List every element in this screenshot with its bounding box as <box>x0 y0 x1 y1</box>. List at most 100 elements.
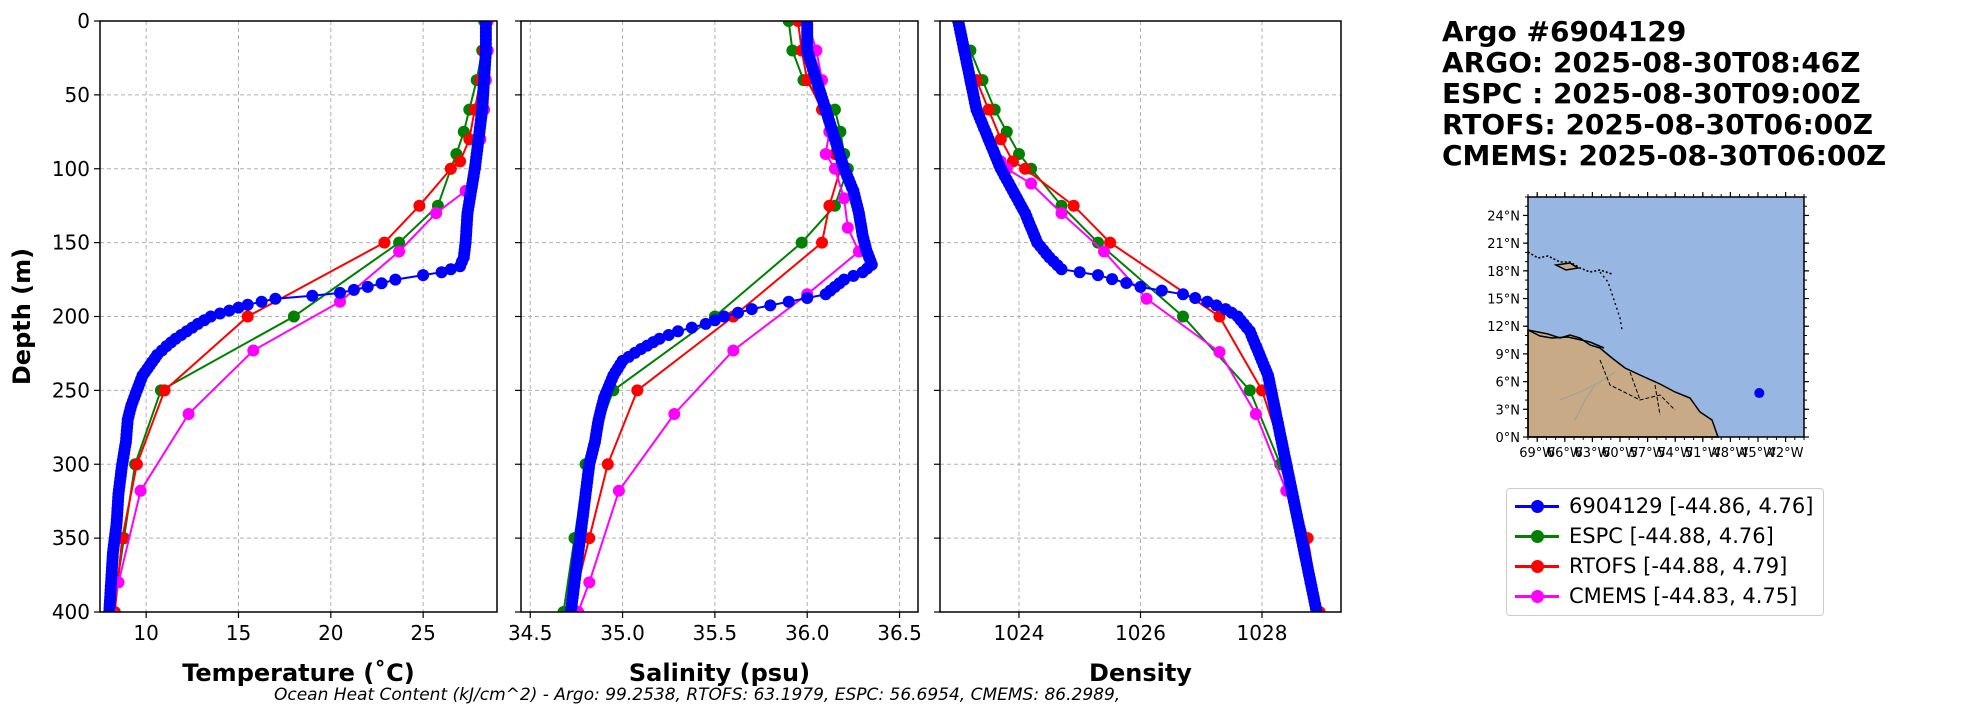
map-lon-label: 69°W <box>1519 446 1555 461</box>
temperature-xtick-label: 20 <box>318 621 343 645</box>
map-antilles <box>1599 271 1623 331</box>
salinity-point-6904129 <box>708 314 721 327</box>
salinity-panel: 34.5 35.0 35.5 36.0 36.5 Salinity (psu) <box>508 20 922 687</box>
density-point-cmems <box>1249 408 1262 420</box>
depth-ytick-label: 150 <box>52 231 90 255</box>
depth-ytick-label: 300 <box>52 452 90 476</box>
density-point-6904129 <box>1073 266 1086 279</box>
info-argo-time: ARGO: 2025-08-30T08:46Z <box>1442 46 1861 79</box>
density-point-rtofs <box>982 103 995 116</box>
map-river-lines <box>1559 371 1616 421</box>
temperature-point-6904129 <box>347 283 360 296</box>
info-argo-id: Argo #6904129 <box>1442 15 1687 48</box>
legend-marker-rtofs <box>1515 551 1559 581</box>
salinity-xtick-label: 34.5 <box>508 621 553 645</box>
salinity-xtick-label: 36.5 <box>877 621 922 645</box>
temperature-xlabel: Temperature (˚C) <box>182 659 415 687</box>
temperature-point-cmems <box>334 295 346 308</box>
salinity-point-rtofs <box>792 21 804 27</box>
temperature-point-rtofs <box>241 310 254 323</box>
info-espc-time: ESPC : 2025-08-30T09:00Z <box>1442 77 1861 110</box>
map-lat-label: 12°N <box>1487 320 1520 335</box>
depth-ytick-label: 400 <box>52 600 90 624</box>
temperature-xtick-label: 25 <box>410 621 435 645</box>
salinity-point-6904129 <box>856 266 869 279</box>
map-lat-label: 15°N <box>1487 293 1520 308</box>
density-point-rtofs <box>994 133 1007 146</box>
depth-ytick-label: 0 <box>77 9 90 33</box>
salinity-point-cmems <box>612 484 625 497</box>
salinity-point-cmems <box>838 192 851 205</box>
density-point-6904129 <box>1106 273 1119 286</box>
density-series-6904129 <box>952 21 1323 612</box>
map-lon-label: 51°W <box>1685 446 1721 461</box>
temperature-point-6904129 <box>334 286 346 299</box>
salinity-xtick-label: 35.0 <box>600 621 645 645</box>
map-lon-label: 63°W <box>1574 446 1610 461</box>
map-lon-label: 66°W <box>1547 446 1583 461</box>
salinity-xlabel: Salinity (psu) <box>629 659 810 687</box>
temperature-point-rtofs <box>130 458 143 471</box>
map-border-lines <box>1599 359 1676 416</box>
map-lon-label: 48°W <box>1712 446 1748 461</box>
temperature-point-espc <box>393 236 406 249</box>
legend-item-argo: 6904129 [-44.86, 4.76] <box>1515 491 1813 521</box>
legend-label-cmems: CMEMS [-44.83, 4.75] <box>1569 584 1798 608</box>
temperature-series-6904129 <box>103 21 492 612</box>
depth-ylabel: Depth (m) <box>8 248 36 385</box>
salinity-point-cmems <box>727 344 740 357</box>
density-point-6904129 <box>1055 263 1068 276</box>
temperature-point-rtofs <box>413 199 426 212</box>
density-point-6904129 <box>1177 288 1189 301</box>
temperature-point-rtofs <box>454 155 467 168</box>
map-lon-label: 54°W <box>1657 446 1693 461</box>
salinity-point-6904129 <box>699 317 712 330</box>
temperature-point-cmems <box>430 207 443 220</box>
density-xlabel: Density <box>1089 659 1192 687</box>
density-xtick-label: 1024 <box>994 621 1045 645</box>
legend: 6904129 [-44.86, 4.76] ESPC [-44.88, 4.7… <box>1506 488 1824 616</box>
argo-float-marker <box>1754 388 1765 399</box>
density-point-6904129 <box>1155 284 1168 297</box>
salinity-point-6904129 <box>782 295 795 308</box>
temperature-point-cmems <box>182 408 195 420</box>
temperature-point-rtofs <box>444 162 457 175</box>
salinity-point-6904129 <box>662 329 675 341</box>
temperature-point-6904129 <box>417 269 430 282</box>
temperature-point-6904129 <box>255 295 268 308</box>
density-point-espc <box>1243 384 1256 397</box>
density-point-cmems <box>1025 177 1038 190</box>
map-land-islands <box>1553 262 1581 271</box>
legend-item-cmems: CMEMS [-44.83, 4.75] <box>1515 581 1797 611</box>
density-point-6904129 <box>1210 299 1223 312</box>
legend-marker-espc <box>1515 521 1559 551</box>
salinity-point-6904129 <box>764 299 777 312</box>
depth-ytick-label: 250 <box>52 378 90 402</box>
temperature-point-6904129 <box>444 263 457 276</box>
density-xtick-label: 1026 <box>1115 621 1166 645</box>
density-point-rtofs <box>1019 162 1032 175</box>
map-lat-label: 24°N <box>1487 209 1520 224</box>
density-point-6904129 <box>1134 280 1147 293</box>
temperature-point-6904129 <box>232 301 245 314</box>
depth-ytick-label: 100 <box>52 157 90 181</box>
temperature-panel: 10 15 20 25 0 50 100 150 200 250 300 350 400 Temper… <box>8 9 498 687</box>
salinity-point-6904129 <box>672 325 684 338</box>
density-point-6904129 <box>1189 292 1202 304</box>
legend-item-rtofs: RTOFS [-44.88, 4.79] <box>1515 551 1787 581</box>
salinity-point-6904129 <box>745 303 758 316</box>
map-lat-label: 6°N <box>1496 376 1521 391</box>
density-point-6904129 <box>1201 295 1214 308</box>
map-lat-label: 21°N <box>1487 237 1520 252</box>
density-point-rtofs <box>1067 199 1080 212</box>
salinity-xtick-label: 35.5 <box>693 621 738 645</box>
map-lon-label: 60°W <box>1602 446 1638 461</box>
temperature-point-6904129 <box>241 298 254 311</box>
salinity-point-6904129 <box>819 288 832 301</box>
legend-marker-cmems <box>1515 581 1559 611</box>
location-map: 0°N 3°N 6°N 9°N 12°N 15°N 18°N 21°N 24°N 69°W66°… <box>1487 192 1809 461</box>
map-lon-label: 45°W <box>1740 446 1776 461</box>
info-cmems-time: CMEMS: 2025-08-30T06:00Z <box>1442 139 1887 172</box>
density-point-espc <box>1177 310 1189 323</box>
temperature-point-6904129 <box>103 606 116 612</box>
